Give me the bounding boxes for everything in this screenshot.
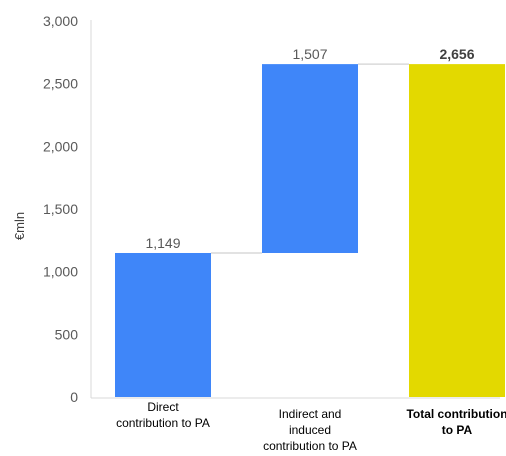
x-category-label: Indirect and induced contribution to PA [263, 407, 357, 453]
x-category-label: Direct contribution to PA [116, 400, 210, 430]
data-label: 1,149 [145, 235, 180, 251]
y-tick-label: 500 [55, 326, 79, 342]
data-label: 2,656 [439, 46, 474, 62]
x-category-label: Total contribution to PA [406, 407, 506, 437]
y-tick-label: 2,500 [43, 76, 78, 92]
y-tick-labels: 0 500 1,000 1,500 2,000 2,500 3,000 [43, 13, 78, 405]
data-label: 1,507 [292, 46, 327, 62]
bar [409, 64, 505, 397]
y-tick-label: 1,000 [43, 264, 78, 280]
connector-lines [211, 63, 409, 254]
y-tick-label: 0 [70, 389, 78, 405]
y-tick-label: 2,000 [43, 138, 78, 154]
data-labels: 1,149 1,507 2,656 [145, 46, 474, 251]
y-tick-label: 3,000 [43, 13, 78, 29]
y-tick-label: 1,500 [43, 201, 78, 217]
y-axis-label: €mln [12, 212, 27, 240]
bar [115, 252, 211, 397]
bar [262, 64, 358, 253]
bars [115, 64, 505, 397]
